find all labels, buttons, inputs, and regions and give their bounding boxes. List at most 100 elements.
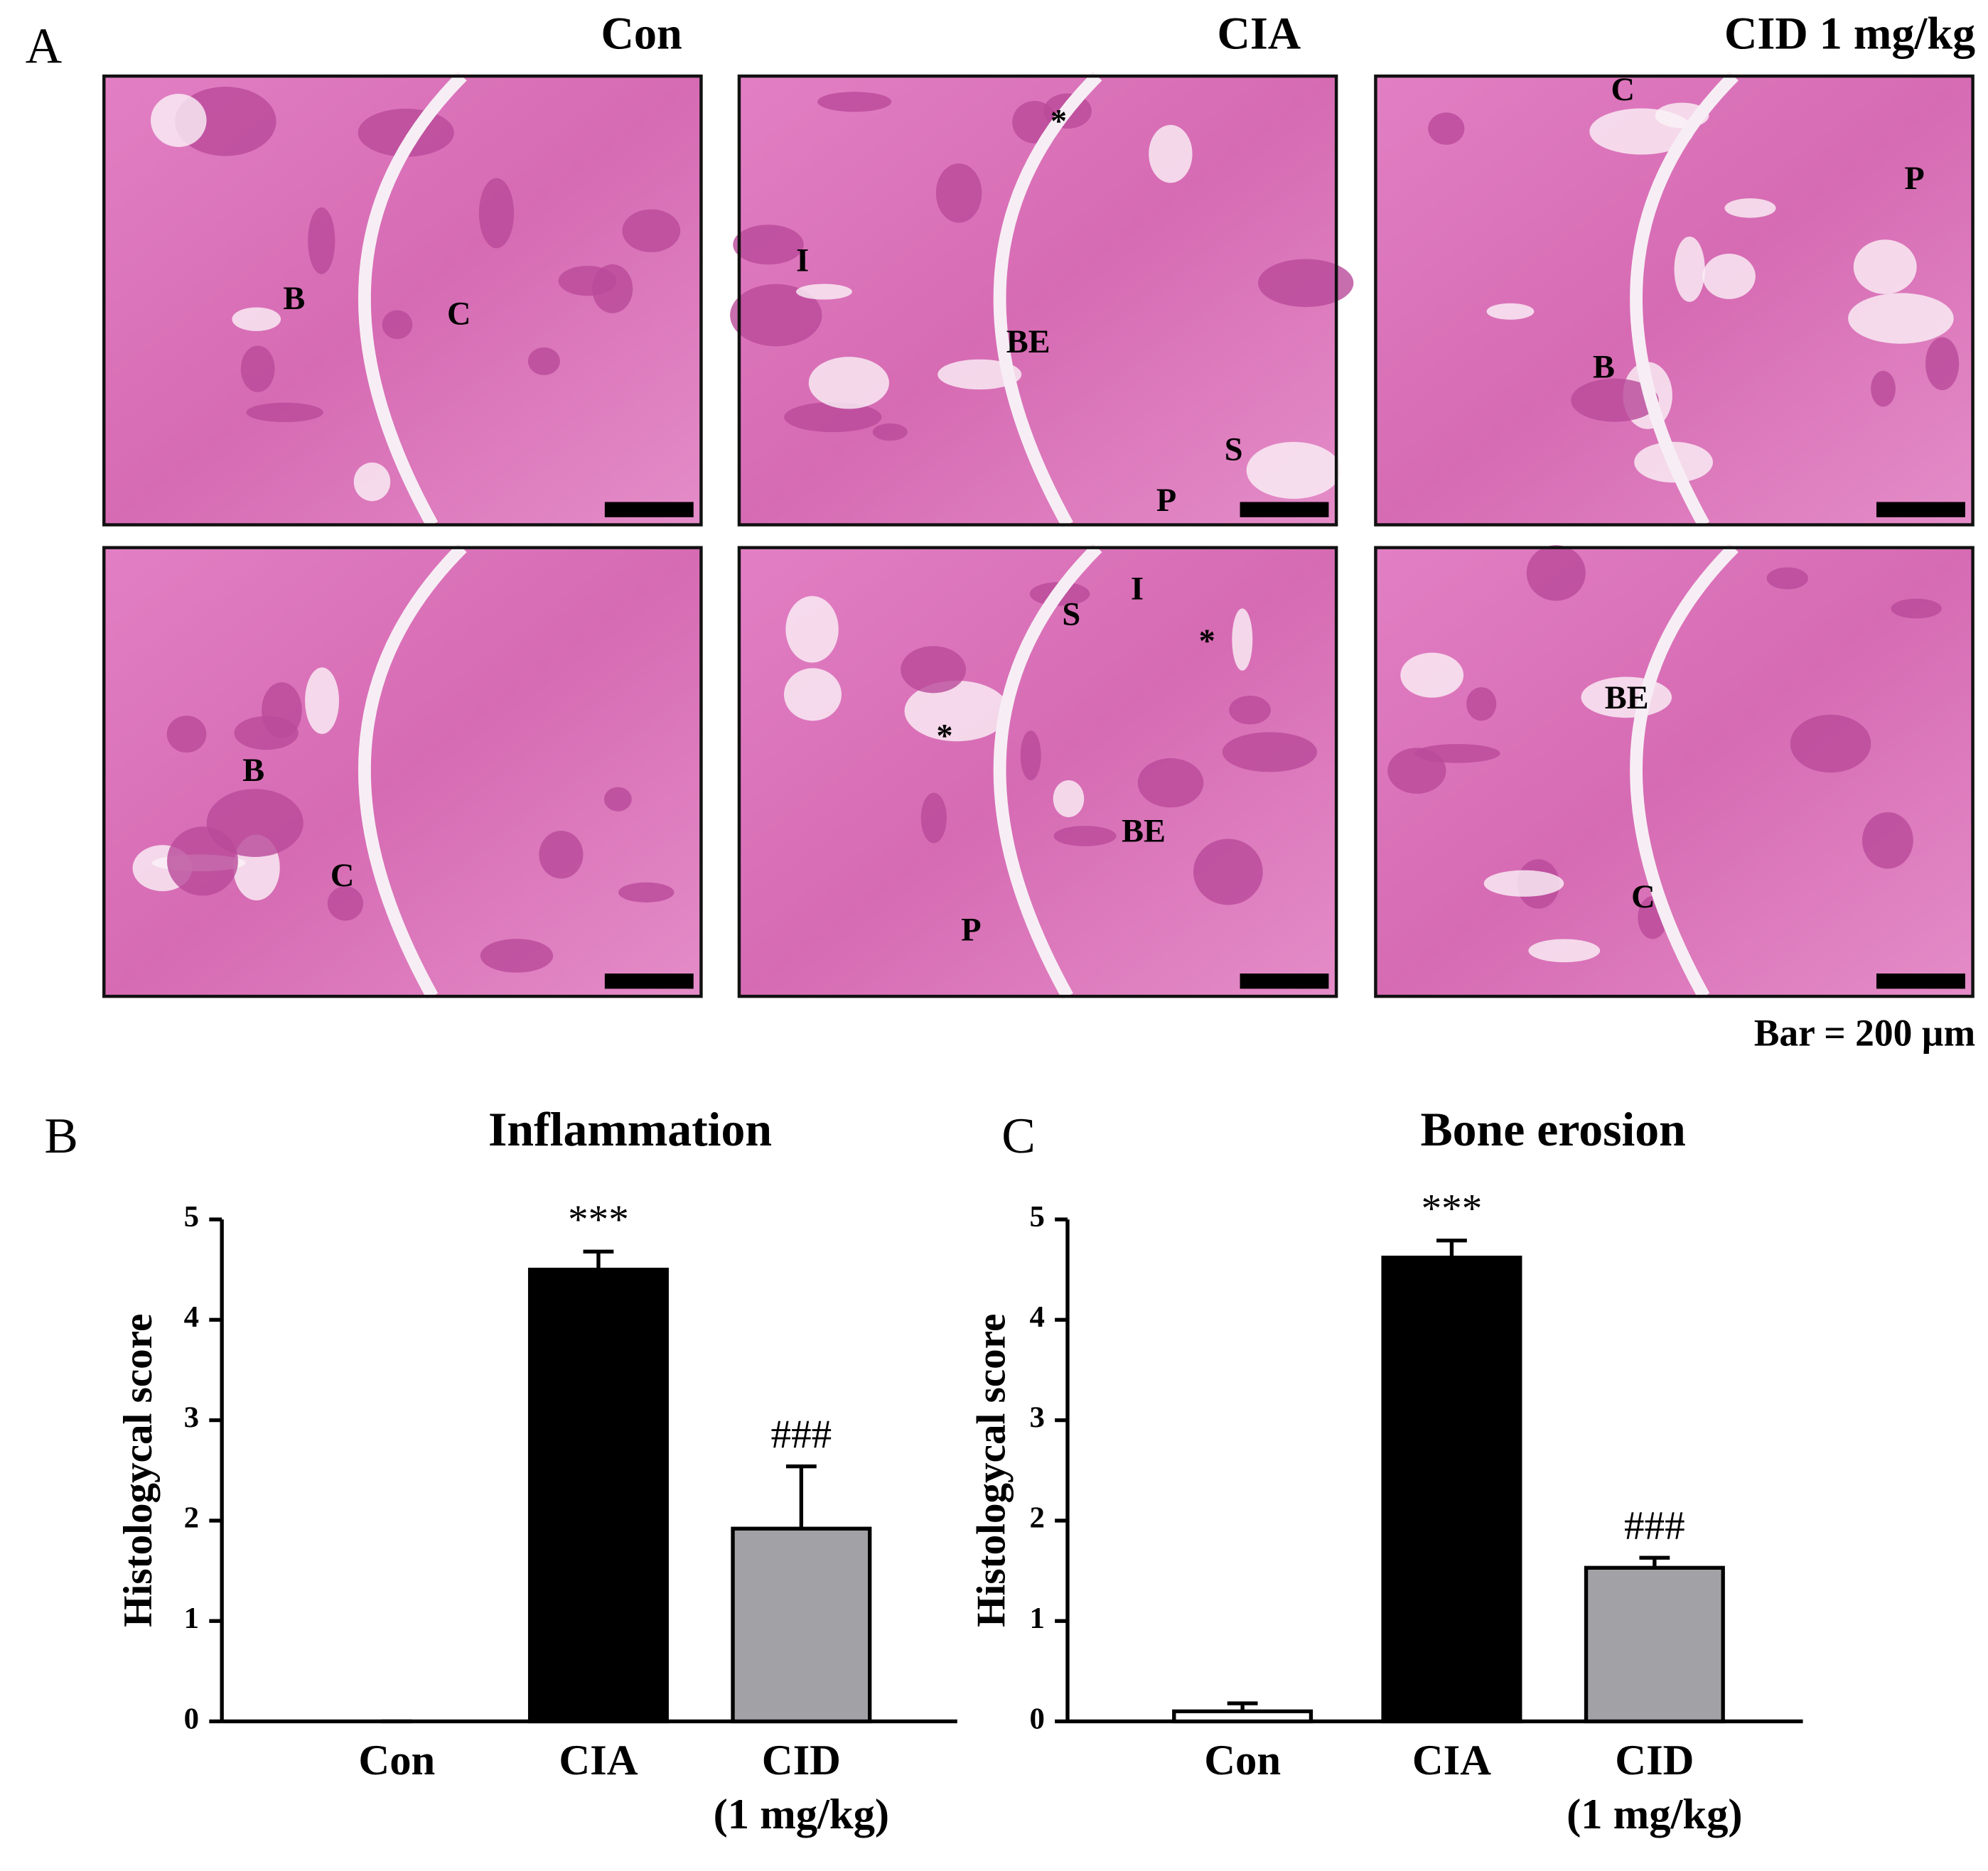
image-space (730, 284, 822, 347)
significance-label: ### (1624, 1504, 1685, 1548)
image-space (246, 402, 323, 423)
image-space (327, 886, 364, 921)
image-frame (102, 74, 703, 527)
chart-title: Inflammation (488, 1103, 772, 1156)
image-space (901, 646, 967, 694)
image-space (1020, 730, 1041, 781)
image-space (920, 792, 947, 843)
image-space (1528, 939, 1601, 963)
chart-title: Bone erosion (1420, 1103, 1685, 1156)
x-tick-label: CIA (1412, 1737, 1491, 1784)
image-space (480, 939, 554, 973)
significance-label: ### (771, 1412, 832, 1457)
image-space (618, 882, 675, 902)
image-space (808, 357, 889, 409)
image-space (935, 163, 982, 223)
image-label: BE (1605, 680, 1649, 716)
image-space (151, 94, 207, 147)
image-space (1246, 441, 1341, 499)
significance-label: *** (1422, 1187, 1483, 1231)
image-space (539, 831, 584, 879)
image-space (1702, 254, 1756, 299)
image-frame (1374, 546, 1974, 998)
histology-image: BE C (1374, 543, 1974, 1000)
histology-image: * I BE S P (730, 71, 1354, 528)
y-tick-label: 2 (1029, 1501, 1044, 1535)
y-tick-label: 4 (1029, 1300, 1044, 1334)
image-frame (737, 74, 1338, 527)
bar (527, 1268, 669, 1724)
image-space (1674, 236, 1705, 302)
image-label: C (1631, 879, 1655, 915)
image-space (353, 462, 391, 502)
image-cartilage-line (358, 543, 467, 1000)
y-tick-label: 0 (184, 1702, 199, 1735)
image-space (733, 225, 804, 265)
scale-bar (604, 502, 694, 517)
y-tick-label: 4 (184, 1300, 199, 1334)
image-space (527, 347, 560, 375)
x-tick-label: CID (1 mg/kg) (714, 1737, 890, 1838)
image-space (382, 310, 413, 340)
column-title: CIA (1217, 8, 1301, 58)
image-label: P (1156, 482, 1176, 519)
image-frame (102, 546, 703, 998)
image-space (796, 284, 852, 300)
image-label: BE (1006, 324, 1051, 360)
image-space (1232, 608, 1253, 671)
y-axis-label: Histologycal score (116, 1314, 161, 1627)
image-space (167, 826, 238, 896)
bar (1172, 1709, 1313, 1724)
panel-label: C (1001, 1108, 1036, 1164)
image-space (1053, 826, 1117, 846)
column-title: Con (601, 8, 682, 58)
image-space (1466, 687, 1497, 721)
x-tick-label: CID (1 mg/kg) (1567, 1737, 1743, 1838)
image-space (1571, 378, 1659, 422)
image-space (478, 178, 515, 249)
image-space (817, 92, 892, 112)
image-frame (737, 546, 1338, 998)
significance-label: *** (568, 1197, 629, 1242)
scale-bar (1240, 974, 1329, 989)
histology-image: C P B (1374, 71, 1974, 528)
image-cartilage-line (1630, 71, 1739, 528)
image-space (206, 789, 303, 857)
image-space (904, 680, 1009, 742)
histology-image: S I * * BE P (737, 543, 1338, 1000)
image-label: S (1062, 596, 1080, 632)
image-space (1053, 780, 1085, 818)
image-label: * (936, 718, 952, 755)
y-tick-label: 3 (1029, 1401, 1044, 1434)
image-space (558, 266, 617, 296)
image-label: B (1593, 350, 1615, 386)
image-space (1790, 714, 1871, 773)
scale-bar (1876, 502, 1965, 517)
image-space (1766, 567, 1808, 590)
image-space (1222, 732, 1318, 772)
image-space (1149, 124, 1193, 183)
image-space (1848, 293, 1954, 344)
bar (731, 1526, 872, 1724)
image-space (1483, 870, 1564, 897)
image-space (166, 716, 207, 753)
image-space (305, 667, 340, 734)
panel-label: B (44, 1108, 78, 1164)
x-tick-label: CIA (559, 1737, 638, 1784)
y-tick-label: 5 (1029, 1200, 1044, 1234)
image-space (1486, 303, 1535, 320)
y-tick-label: 3 (184, 1401, 199, 1434)
y-tick-label: 1 (184, 1602, 199, 1635)
y-tick-label: 5 (184, 1200, 199, 1234)
image-cartilage-line (993, 71, 1102, 528)
image-label: B (283, 281, 305, 317)
panel-label: A (26, 18, 63, 74)
image-label: P (1904, 161, 1924, 197)
image-space (785, 595, 839, 663)
image-label: S (1225, 432, 1243, 468)
image-space (240, 345, 275, 392)
image-label: P (961, 912, 981, 949)
image-space (1853, 239, 1917, 294)
image-space (1137, 758, 1204, 808)
